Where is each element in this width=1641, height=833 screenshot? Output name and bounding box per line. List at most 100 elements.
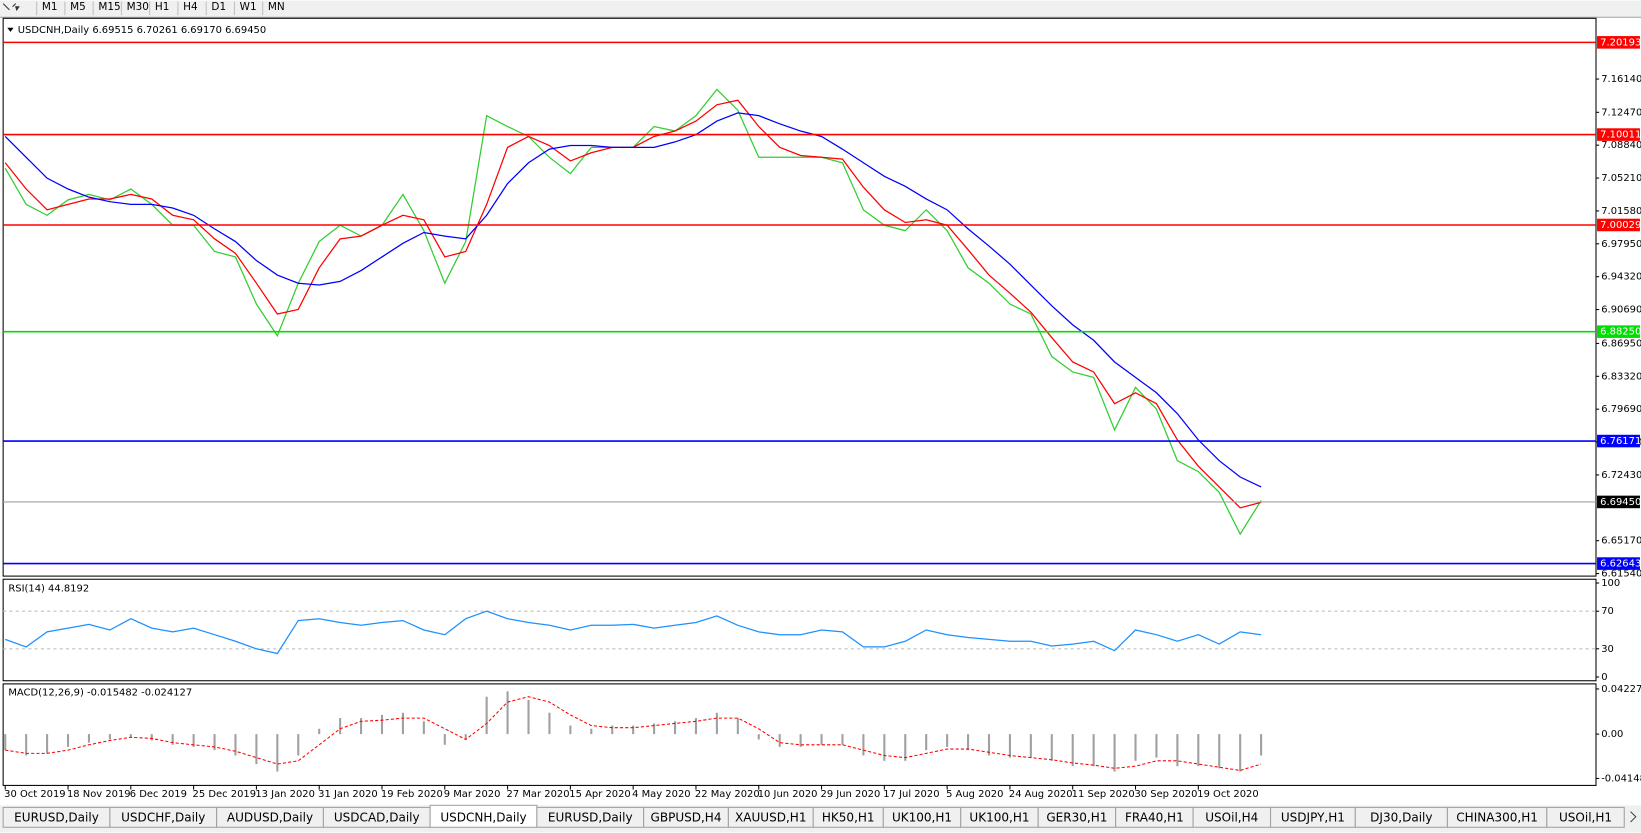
tab-label[interactable]: DJ30,Daily (1370, 810, 1432, 824)
toolbar-icon[interactable] (2, 3, 20, 12)
tab[interactable]: USDCHF,Daily (109, 806, 218, 828)
tab[interactable]: CHINA300,H1 (1446, 806, 1548, 828)
x-tick-label: 22 May 2020 (695, 789, 760, 800)
tab-label[interactable]: USOil,H4 (1205, 810, 1258, 824)
histogram-bar (862, 734, 865, 756)
tab[interactable]: EURUSD,Daily (536, 806, 645, 828)
timeframe-button[interactable]: D1 (211, 1, 226, 13)
x-tick-label: 30 Oct 2019 (4, 789, 65, 800)
histogram-bar (1218, 734, 1221, 769)
tab-label[interactable]: XAUUSD,H1 (735, 810, 806, 824)
y-tick-label: 0.042275 (1601, 684, 1641, 695)
tab-label[interactable]: GBPUSD,H4 (651, 810, 722, 824)
histogram-bar (820, 734, 823, 745)
tab-label[interactable]: USDCHF,Daily (121, 810, 205, 824)
y-tick-label: 6.97950 (1601, 239, 1641, 250)
histogram-bar (799, 734, 802, 747)
histogram-bar (380, 714, 384, 735)
histogram-bar (925, 734, 928, 751)
histogram-bar (1197, 734, 1200, 767)
histogram-bar (632, 725, 635, 735)
tab-label[interactable]: UK100,H1 (969, 810, 1029, 824)
tab-label[interactable]: USDJPY,H1 (1281, 810, 1345, 824)
histogram-bar (506, 691, 509, 735)
y-tick-label: 7.05210 (1601, 173, 1641, 184)
histogram-bar (297, 734, 300, 756)
level-label-box (1597, 128, 1640, 141)
histogram-bar (1260, 734, 1263, 756)
x-tick-label: 9 Mar 2020 (444, 789, 501, 800)
tab-label[interactable]: AUDUSD,Daily (227, 810, 313, 824)
y-tick-label: 6.79690 (1601, 404, 1641, 415)
timeframe-button[interactable]: M15 (98, 1, 120, 13)
x-tick-label: 30 Sep 2020 (1134, 789, 1197, 800)
histogram-bar (611, 725, 614, 735)
timeframe-button[interactable]: MN (268, 1, 285, 13)
tab[interactable]: EURUSD,Daily (2, 806, 111, 828)
histogram-bar (46, 734, 49, 754)
tab-label[interactable]: CHINA300,H1 (1456, 810, 1538, 824)
histogram-bar (548, 712, 551, 735)
level-label: 6.69450 (1600, 497, 1641, 508)
timeframe-button[interactable]: H1 (155, 1, 170, 13)
tab[interactable]: UK100,H1 (960, 806, 1039, 828)
level-label-box (1597, 325, 1640, 338)
x-tick-label: 6 Dec 2019 (130, 789, 187, 800)
tab-label[interactable]: USDCAD,Daily (334, 810, 420, 824)
x-tick-label: 31 Jan 2020 (318, 789, 378, 800)
tab[interactable]: HK50,H1 (812, 806, 884, 828)
tab[interactable]: UK100,H1 (882, 806, 962, 828)
histogram-bar (4, 734, 7, 751)
tab[interactable]: USDCNH,Daily (429, 804, 538, 828)
level-label: 7.00029 (1600, 220, 1641, 231)
tab[interactable]: USOil,H1 (1546, 806, 1625, 828)
histogram-bar (192, 734, 195, 747)
tab-label[interactable]: UK100,H1 (892, 810, 952, 824)
histogram-bar (1029, 734, 1032, 758)
histogram-bar (171, 734, 174, 745)
level-label: 6.76171 (1600, 436, 1641, 447)
x-tick-label: 11 Sep 2020 (1072, 789, 1135, 800)
tab[interactable]: USDCAD,Daily (322, 806, 431, 828)
y-tick-label: 30 (1601, 644, 1614, 655)
tab[interactable]: GBPUSD,H4 (643, 806, 729, 828)
tab[interactable]: USDJPY,H1 (1269, 806, 1356, 828)
signal-line (5, 696, 1262, 771)
x-tick-label: 13 Jan 2020 (255, 789, 315, 800)
tab[interactable]: FRA40,H1 (1115, 806, 1194, 828)
y-tick-label: 6.65170 (1601, 536, 1641, 547)
tab-label[interactable]: USDCNH,Daily (440, 810, 526, 824)
timeframe-button[interactable]: W1 (240, 1, 257, 13)
tab-label[interactable]: HK50,H1 (822, 810, 875, 824)
x-tick-label: 27 Mar 2020 (507, 789, 570, 800)
tab-label[interactable]: EURUSD,Daily (14, 810, 99, 824)
x-tick-label: 5 Aug 2020 (946, 789, 1003, 800)
tab[interactable]: DJ30,Daily (1354, 806, 1448, 828)
histogram-bar (1134, 734, 1137, 761)
tab[interactable]: GER30,H1 (1037, 806, 1117, 828)
series-line (4, 112, 1262, 488)
histogram-bar (715, 712, 718, 735)
tab[interactable]: AUDUSD,Daily (216, 806, 324, 828)
tab-label[interactable]: FRA40,H1 (1125, 810, 1184, 824)
histogram-bar (1071, 734, 1074, 767)
histogram-bar (401, 712, 404, 735)
timeframe-button[interactable]: M5 (70, 1, 86, 13)
y-tick-label: 0 (1601, 672, 1607, 683)
collapse-arrow[interactable] (7, 27, 14, 32)
histogram-bar (1239, 734, 1242, 772)
main-panel (2, 17, 1597, 577)
tab[interactable]: USOil,H4 (1192, 806, 1272, 828)
tab-label[interactable]: USOil,H1 (1559, 810, 1612, 824)
tab[interactable]: XAUUSD,H1 (727, 806, 814, 828)
tab-label[interactable]: EURUSD,Daily (548, 810, 633, 824)
timeframe-button[interactable]: H4 (183, 1, 198, 13)
timeframe-button[interactable]: M30 (127, 1, 149, 13)
tab-label[interactable]: GER30,H1 (1046, 810, 1107, 824)
histogram-bar (276, 734, 279, 772)
level-label-box (1597, 557, 1640, 570)
timeframe-button[interactable]: M1 (42, 1, 58, 13)
y-tick-label: 7.12470 (1601, 107, 1641, 118)
histogram-bar (946, 734, 949, 747)
